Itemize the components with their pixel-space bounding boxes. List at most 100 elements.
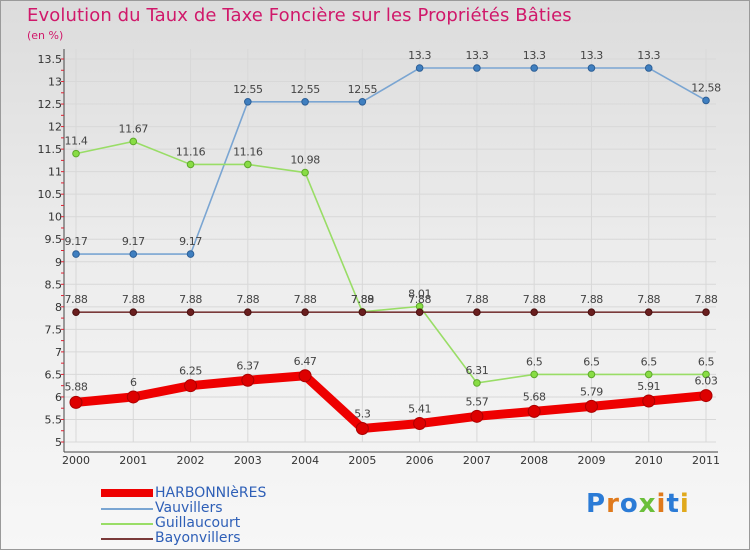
series-line-guillaucourt — [75, 140, 707, 384]
data-point — [415, 308, 424, 317]
data-label: 6.5 — [583, 355, 600, 368]
data-point — [642, 394, 656, 408]
data-label: 11.16 — [233, 145, 263, 158]
y-tick-label: 7 — [55, 346, 62, 359]
legend-swatch-bayonvillers — [101, 538, 153, 540]
y-tick-label: 12.5 — [38, 98, 63, 111]
data-point — [644, 370, 653, 379]
data-label: 7.88 — [294, 293, 317, 306]
data-label: 7.88 — [408, 293, 431, 306]
y-tick-label: 13 — [48, 76, 62, 89]
data-label: 9.17 — [179, 235, 202, 248]
data-label: 6.5 — [641, 355, 658, 368]
data-label: 7.89 — [351, 293, 374, 306]
data-point — [186, 160, 195, 169]
data-point — [69, 395, 83, 409]
legend-label: Bayonvillers — [155, 530, 241, 546]
y-tick-label: 10 — [48, 211, 62, 224]
data-label: 8.01 — [408, 287, 431, 300]
proxiti-logo: Proxiti — [586, 489, 690, 519]
y-tick-label: 12 — [48, 121, 62, 134]
data-point — [244, 160, 252, 169]
data-point — [186, 308, 195, 317]
y-tick-label: 10.5 — [38, 188, 63, 201]
data-point — [241, 373, 255, 387]
data-point — [358, 98, 367, 106]
x-tick-label: 2003 — [234, 454, 262, 467]
legend-swatch-guillaucourt — [101, 523, 153, 525]
data-point — [186, 250, 195, 258]
data-label: 10.98 — [290, 154, 320, 167]
data-label: 7.88 — [65, 293, 88, 306]
x-tick-label: 2008 — [520, 454, 548, 467]
y-tick-label: 6 — [55, 391, 62, 404]
x-tick-label: 2005 — [348, 454, 376, 467]
data-label: 6.47 — [294, 355, 317, 368]
data-point — [584, 399, 598, 413]
x-tick-label: 2007 — [463, 454, 491, 467]
data-labels: 5.88 6 6.25 6.37 6.47 5.3 5.41 5.57 5.68 5.79 5.91… — [65, 49, 722, 420]
x-tick-label: 2001 — [119, 454, 147, 467]
y-tick-label: 8 — [55, 301, 62, 314]
data-label: 13.3 — [465, 49, 488, 62]
data-label: 11.67 — [119, 122, 149, 135]
data-label: 11.4 — [65, 135, 88, 148]
data-point — [129, 250, 138, 258]
chart-title: Evolution du Taux de Taxe Foncière sur l… — [27, 5, 572, 26]
data-label: 6.31 — [465, 364, 488, 377]
x-tick-label: 2002 — [177, 454, 205, 467]
data-point — [301, 308, 309, 317]
x-tick-label: 2006 — [406, 454, 434, 467]
legend-label: HARBONNIèRES — [155, 485, 267, 501]
data-label: 13.3 — [580, 49, 603, 62]
data-point — [527, 404, 541, 418]
data-point — [702, 96, 710, 105]
data-point — [301, 168, 309, 177]
data-point — [530, 370, 538, 379]
legend-swatch-harbonnieres — [101, 489, 153, 497]
data-label: 7.88 — [236, 293, 259, 306]
data-label: 6 — [130, 376, 137, 389]
data-label: 5.57 — [465, 395, 488, 408]
y-tick-label: 6.5 — [45, 368, 63, 381]
data-label: 7.88 — [122, 293, 145, 306]
data-label: 5.3 — [354, 407, 371, 420]
data-label: 5.68 — [523, 390, 546, 403]
chart-subtitle: (en %) — [27, 29, 64, 42]
x-tick-label: 2011 — [692, 454, 720, 467]
y-tick-label: 5 — [55, 436, 62, 449]
data-point — [72, 250, 80, 258]
data-point — [702, 308, 710, 317]
data-label: 5.88 — [65, 380, 88, 393]
data-point — [473, 379, 481, 387]
data-point — [702, 370, 710, 379]
data-point — [298, 369, 312, 383]
y-tick-label: 8.5 — [45, 278, 63, 291]
y-tick-label: 11.5 — [38, 143, 63, 156]
data-label: 12.55 — [290, 83, 320, 96]
data-point — [129, 137, 138, 146]
data-label: 6.25 — [179, 365, 202, 378]
y-tick-label: 7.5 — [45, 323, 63, 336]
data-label: 6.37 — [236, 359, 259, 372]
data-point — [358, 308, 367, 317]
data-point — [301, 98, 309, 106]
data-label: 12.58 — [691, 81, 721, 94]
data-label: 6.03 — [695, 375, 718, 388]
data-point — [126, 390, 140, 404]
data-label: 11.16 — [176, 145, 206, 158]
data-point — [184, 379, 198, 393]
legend-label: Guillaucourt — [155, 515, 241, 531]
data-point — [530, 308, 538, 317]
legend-label: Vauvillers — [155, 500, 223, 516]
data-point — [644, 308, 653, 317]
y-tick-label: 5.5 — [45, 413, 63, 426]
data-point — [473, 308, 481, 317]
data-label: 12.55 — [348, 83, 378, 96]
data-point — [413, 417, 427, 431]
data-label: 13.3 — [408, 49, 431, 62]
data-label: 6.5 — [526, 355, 543, 368]
data-label: 13.3 — [637, 49, 660, 62]
